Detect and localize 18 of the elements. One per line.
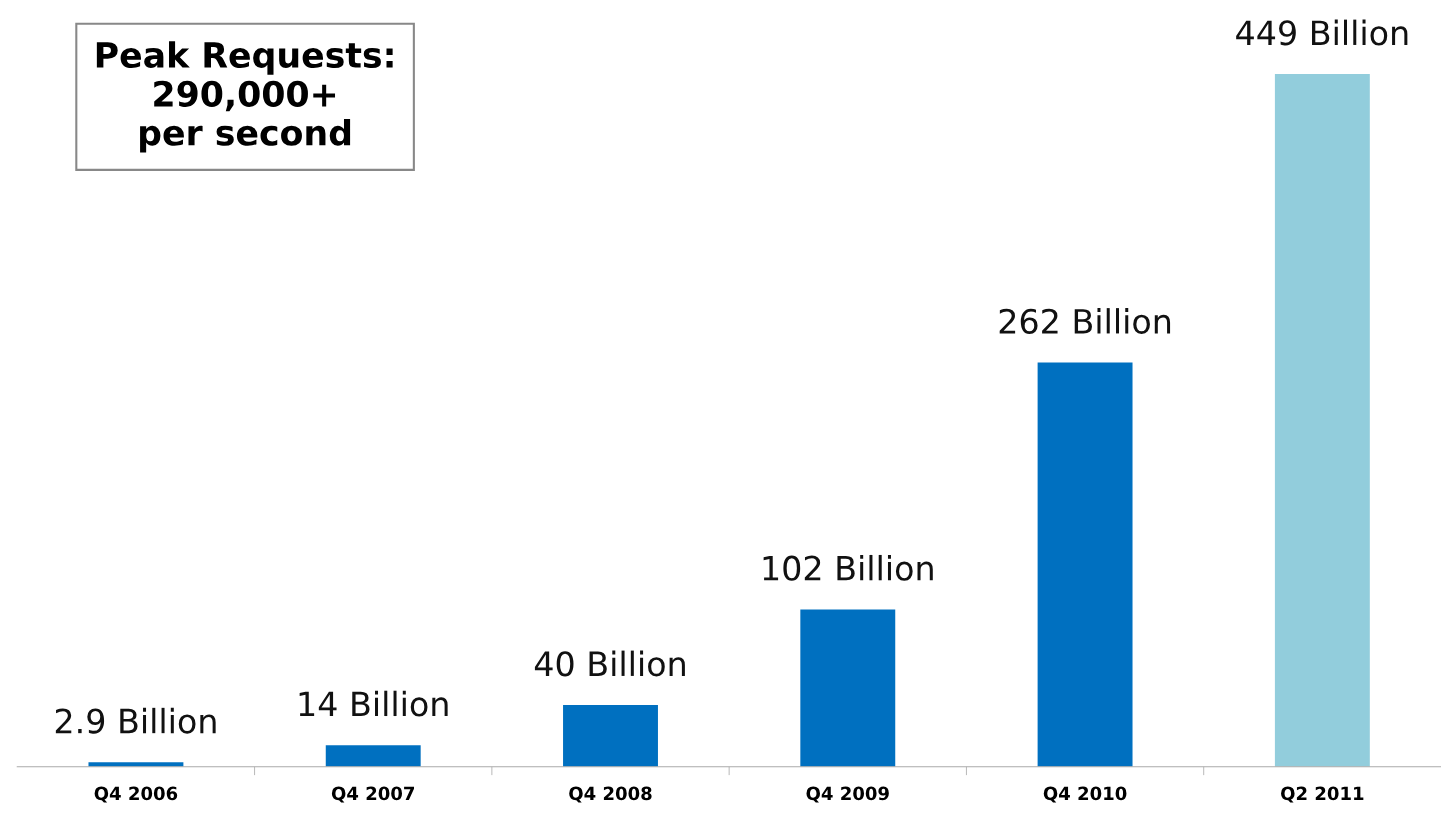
bar	[325, 745, 421, 767]
bar	[800, 609, 896, 767]
data-label: 14 Billion	[299, 690, 448, 717]
x-tick-label: Q4 2006	[94, 786, 178, 803]
data-label: 40 Billion	[534, 650, 685, 677]
bar	[563, 705, 658, 767]
annotation: Peak Requests: 290,000+ per second	[96, 41, 393, 153]
bar	[1037, 362, 1133, 767]
data-label: 262 Billion	[999, 308, 1171, 334]
x-tick-label: Q4 2010	[1043, 786, 1127, 803]
x-tick-label: Q4 2009	[806, 786, 889, 803]
x-tick-label: Q4 2007	[331, 786, 415, 803]
x-tick-label: Q4 2008	[569, 786, 652, 803]
bar	[1274, 74, 1370, 767]
data-label: 102 Billion	[763, 554, 933, 581]
x-tick-label: Q2 2011	[1281, 786, 1364, 803]
data-label: 2.9 Billion	[55, 707, 216, 734]
data-label: 449 Billion	[1236, 19, 1408, 46]
